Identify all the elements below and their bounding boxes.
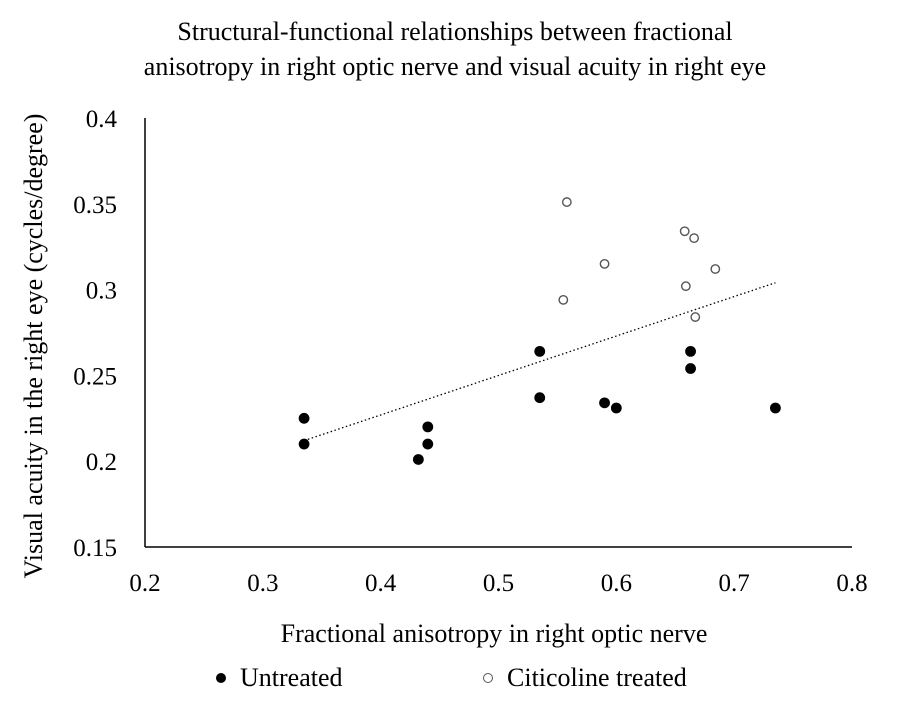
- citicoline-treated-point: [679, 226, 690, 237]
- untreated-point: [685, 363, 696, 374]
- open-circle-icon: [483, 673, 493, 683]
- y-axis-title: Visual acuity in the right eye (cycles/d…: [19, 114, 48, 579]
- chart-title-line-2: anisotropy in right optic nerve and visu…: [143, 52, 767, 81]
- legend-item-untreated: Untreated: [216, 662, 343, 694]
- legend-item-citicoline-treated: Citicoline treated: [483, 662, 687, 694]
- citicoline-treated-point: [689, 233, 700, 244]
- x-tick-label: 0.8: [836, 570, 867, 597]
- untreated-point: [599, 397, 610, 409]
- untreated-point: [412, 454, 424, 465]
- y-tick-label: 0.3: [86, 278, 117, 305]
- untreated-point: [685, 345, 696, 357]
- x-tick-label: 0.5: [483, 570, 514, 597]
- x-axis-title: Fractional anisotropy in right optic ner…: [281, 619, 708, 648]
- untreated-point: [422, 438, 434, 450]
- y-axis-ticks: 0.15 0.2 0.25 0.3 0.35 0.4: [73, 106, 117, 562]
- untreated-point: [298, 412, 310, 424]
- citicoline-treated-point: [599, 258, 610, 269]
- x-tick-label: 0.3: [247, 570, 278, 597]
- y-tick-label: 0.4: [86, 106, 118, 133]
- citicoline-treated-point: [680, 281, 691, 292]
- x-tick-label: 0.4: [365, 570, 397, 597]
- untreated-point: [422, 421, 434, 433]
- legend-label-citicoline-treated: Citicoline treated: [507, 663, 687, 692]
- x-tick-label: 0.2: [129, 570, 160, 597]
- y-tick-label: 0.25: [73, 363, 117, 390]
- untreated-point: [770, 402, 781, 414]
- citicoline-treated-point: [690, 312, 701, 322]
- trendline: [303, 282, 776, 442]
- untreated-point: [610, 402, 622, 414]
- citicoline-treated-point: [561, 197, 572, 207]
- citicoline-treated-point: [558, 294, 569, 305]
- legend-label-untreated: Untreated: [240, 663, 343, 692]
- filled-circle-icon: [216, 673, 226, 683]
- untreated-point: [534, 392, 546, 404]
- chart-title-line-1: Structural-functional relationships betw…: [177, 17, 733, 46]
- x-tick-label: 0.6: [601, 570, 632, 597]
- y-tick-label: 0.35: [73, 192, 117, 219]
- y-tick-label: 0.15: [73, 535, 117, 562]
- x-tick-label: 0.7: [719, 570, 750, 597]
- data-points: [298, 197, 781, 465]
- untreated-point: [298, 438, 310, 450]
- y-tick-label: 0.2: [86, 449, 117, 476]
- x-axis-ticks: 0.2 0.3 0.4 0.5 0.6 0.7 0.8: [129, 570, 867, 597]
- untreated-point: [534, 345, 546, 357]
- citicoline-treated-point: [710, 264, 721, 274]
